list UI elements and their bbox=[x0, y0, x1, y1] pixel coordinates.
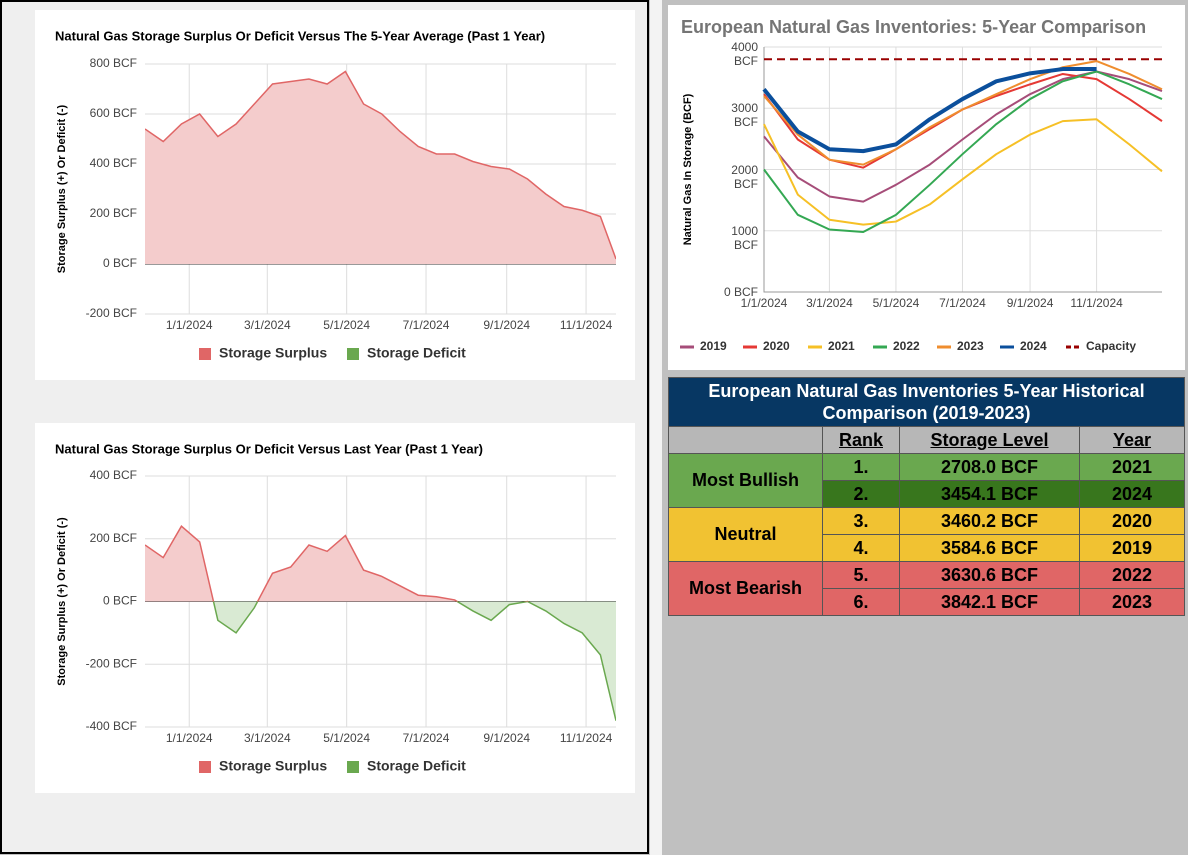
legend-label: Storage Deficit bbox=[367, 345, 466, 361]
group-label: Most Bullish bbox=[668, 453, 823, 508]
legend-swatch bbox=[347, 348, 359, 360]
axis bbox=[763, 47, 1162, 293]
legend-label: 2020 bbox=[763, 339, 790, 353]
area bbox=[145, 601, 616, 721]
y-tick-label: 400 BCF bbox=[90, 156, 137, 170]
cell: 3454.1 BCF bbox=[899, 480, 1080, 508]
legend-label: 2023 bbox=[957, 339, 984, 353]
comparison-table: European Natural Gas Inventories 5-Year … bbox=[668, 377, 1185, 616]
chart-title: Natural Gas Storage Surplus Or Deficit V… bbox=[55, 28, 545, 43]
area-line bbox=[212, 601, 616, 721]
corner bbox=[668, 426, 823, 454]
y-axis-label: Storage Surplus (+) Or Deficit (-) bbox=[56, 517, 68, 686]
group-label: Neutral bbox=[668, 507, 823, 562]
x-tick-label: 7/1/2024 bbox=[403, 318, 450, 332]
x-tick-label: 7/1/2024 bbox=[403, 731, 450, 745]
series-line bbox=[762, 67, 1097, 154]
y-tick-label: 4000 BCF bbox=[731, 40, 758, 68]
legend-label: 2021 bbox=[828, 339, 855, 353]
y-axis-label: Natural Gas In Storage (BCF) bbox=[682, 93, 694, 245]
cell: 2. bbox=[822, 480, 900, 508]
x-tick-label: 3/1/2024 bbox=[806, 296, 853, 310]
x-tick-label: 9/1/2024 bbox=[483, 318, 530, 332]
legend-swatch bbox=[199, 761, 211, 773]
x-tick-label: 11/1/2024 bbox=[560, 318, 613, 332]
cell: 5. bbox=[822, 561, 900, 589]
y-tick-label: 200 BCF bbox=[90, 531, 137, 545]
y-tick-label: 0 BCF bbox=[103, 594, 137, 608]
legend-label: 2019 bbox=[700, 339, 727, 353]
divider bbox=[650, 0, 662, 855]
header: Year bbox=[1079, 426, 1185, 454]
x-tick-label: 3/1/2024 bbox=[244, 731, 291, 745]
header: Rank bbox=[822, 426, 900, 454]
y-tick-label: -200 BCF bbox=[86, 306, 137, 320]
y-tick-label: 0 BCF bbox=[723, 285, 758, 299]
x-tick-label: 11/1/2024 bbox=[1070, 296, 1123, 310]
x-tick-label: 9/1/2024 bbox=[483, 731, 530, 745]
cell: 3630.6 BCF bbox=[899, 561, 1080, 589]
x-tick-label: 9/1/2024 bbox=[1007, 296, 1054, 310]
x-tick-label: 7/1/2024 bbox=[939, 296, 986, 310]
legend-label: Capacity bbox=[1086, 339, 1136, 353]
cell: 2020 bbox=[1079, 507, 1185, 535]
x-tick-label: 1/1/2024 bbox=[166, 318, 213, 332]
cell: 3842.1 BCF bbox=[899, 588, 1080, 616]
area bbox=[145, 71, 616, 264]
cell: 3460.2 BCF bbox=[899, 507, 1080, 535]
legend-swatch bbox=[347, 761, 359, 773]
x-tick-label: 11/1/2024 bbox=[560, 731, 613, 745]
group-label: Most Bearish bbox=[668, 561, 823, 616]
cell: 2023 bbox=[1079, 588, 1185, 616]
series-line bbox=[763, 60, 1163, 166]
cell: 3. bbox=[822, 507, 900, 535]
y-tick-label: -200 BCF bbox=[86, 656, 137, 670]
x-tick-label: 5/1/2024 bbox=[873, 296, 920, 310]
series-line bbox=[763, 70, 1163, 233]
y-tick-label: 600 BCF bbox=[90, 106, 137, 120]
y-tick-label: 1000 BCF bbox=[731, 223, 758, 252]
legend-label: 2022 bbox=[893, 339, 920, 353]
legend-swatch bbox=[199, 348, 211, 360]
y-tick-label: 200 BCF bbox=[90, 206, 137, 220]
cell: 6. bbox=[822, 588, 900, 616]
legend-label: Storage Deficit bbox=[367, 758, 466, 774]
area-line bbox=[145, 525, 530, 602]
cell: 3584.6 BCF bbox=[899, 534, 1080, 562]
legend-label: 2024 bbox=[1020, 339, 1047, 353]
x-tick-label: 3/1/2024 bbox=[244, 318, 291, 332]
cell: 2708.0 BCF bbox=[899, 453, 1080, 481]
series-line bbox=[763, 118, 1163, 226]
cell: 2021 bbox=[1079, 453, 1185, 481]
x-tick-label: 5/1/2024 bbox=[323, 318, 370, 332]
y-tick-label: 800 BCF bbox=[90, 56, 137, 70]
y-tick-label: 3000 BCF bbox=[731, 101, 758, 130]
legend-label: Storage Surplus bbox=[219, 758, 327, 774]
cell: 4. bbox=[822, 534, 900, 562]
chart-title: European Natural Gas Inventories: 5-Year… bbox=[681, 17, 1146, 37]
y-tick-label: 400 BCF bbox=[90, 468, 137, 482]
area-line bbox=[145, 70, 616, 260]
y-tick-label: -400 BCF bbox=[86, 719, 137, 733]
table-title: European Natural Gas Inventories 5-Year … bbox=[668, 377, 1185, 427]
cell: 2024 bbox=[1079, 480, 1185, 508]
x-tick-label: 1/1/2024 bbox=[741, 296, 788, 310]
y-tick-label: 2000 BCF bbox=[731, 162, 758, 191]
y-axis-label: Storage Surplus (+) Or Deficit (-) bbox=[56, 104, 68, 273]
card bbox=[35, 423, 635, 793]
legend-label: Storage Surplus bbox=[219, 345, 327, 361]
cell: 2022 bbox=[1079, 561, 1185, 589]
cell: 2019 bbox=[1079, 534, 1185, 562]
area bbox=[145, 526, 616, 602]
x-tick-label: 5/1/2024 bbox=[323, 731, 370, 745]
x-tick-label: 1/1/2024 bbox=[166, 731, 213, 745]
cell: 1. bbox=[822, 453, 900, 481]
y-tick-label: 0 BCF bbox=[103, 256, 137, 270]
header: Storage Level bbox=[899, 426, 1080, 454]
chart-title: Natural Gas Storage Surplus Or Deficit V… bbox=[55, 441, 483, 456]
